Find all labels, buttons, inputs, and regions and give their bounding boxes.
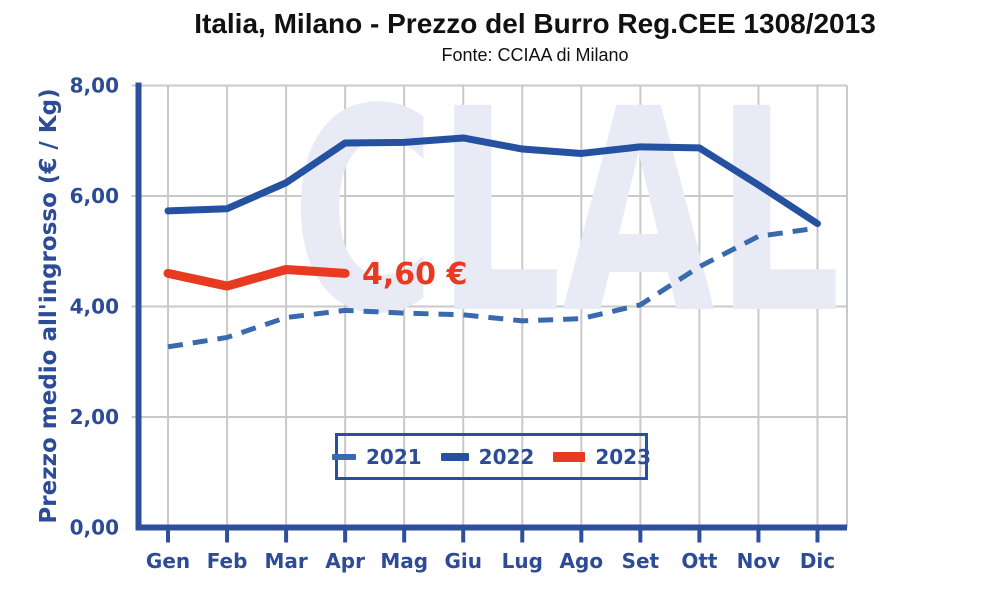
legend-item-2021: 2021 bbox=[332, 445, 422, 469]
y-tick-label: 8,00 bbox=[70, 74, 119, 98]
x-tick-label: Mag bbox=[380, 549, 428, 573]
series-line-2023 bbox=[163, 264, 350, 291]
x-tick-label: Gen bbox=[146, 549, 190, 573]
legend-swatch-2023 bbox=[553, 451, 586, 462]
x-tick-label: Giu bbox=[444, 549, 482, 573]
x-tick-label: Feb bbox=[207, 549, 248, 573]
x-tick-label: Dic bbox=[800, 549, 835, 573]
y-tick-label: 6,00 bbox=[70, 184, 119, 208]
chart-title: Italia, Milano - Prezzo del Burro Reg.CE… bbox=[194, 8, 876, 39]
x-tick-label: Lug bbox=[502, 549, 543, 573]
x-tick-label: Mar bbox=[264, 549, 307, 573]
x-tick-label: Nov bbox=[737, 549, 781, 573]
x-tick-label: Apr bbox=[325, 549, 365, 573]
legend-swatch-2022 bbox=[440, 452, 469, 461]
x-tick-label: Ott bbox=[681, 549, 718, 573]
series-line-2021 bbox=[167, 225, 818, 350]
legend-swatch-2021 bbox=[332, 453, 356, 460]
x-tick-label: Ago bbox=[560, 549, 604, 573]
chart-subtitle: Fonte: CCIAA di Milano bbox=[441, 45, 629, 65]
legend-label-2022: 2022 bbox=[478, 444, 535, 469]
legend-label-2023: 2023 bbox=[595, 444, 652, 469]
legend-item-2022: 2022 bbox=[440, 444, 535, 469]
legend-label-2021: 2021 bbox=[366, 444, 422, 469]
x-tick-label: Set bbox=[622, 549, 660, 573]
y-tick-label: 2,00 bbox=[70, 405, 119, 429]
y-tick-label: 0,00 bbox=[70, 516, 119, 540]
y-tick-label: 4,00 bbox=[70, 295, 119, 319]
legend: 2021 2022 2023 bbox=[332, 433, 651, 480]
legend-item-2023: 2023 bbox=[553, 445, 651, 469]
last-price-annotation: 4,60 € bbox=[362, 257, 468, 292]
series-line-2022 bbox=[164, 134, 821, 228]
clal-watermark: CLAL bbox=[291, 50, 841, 376]
